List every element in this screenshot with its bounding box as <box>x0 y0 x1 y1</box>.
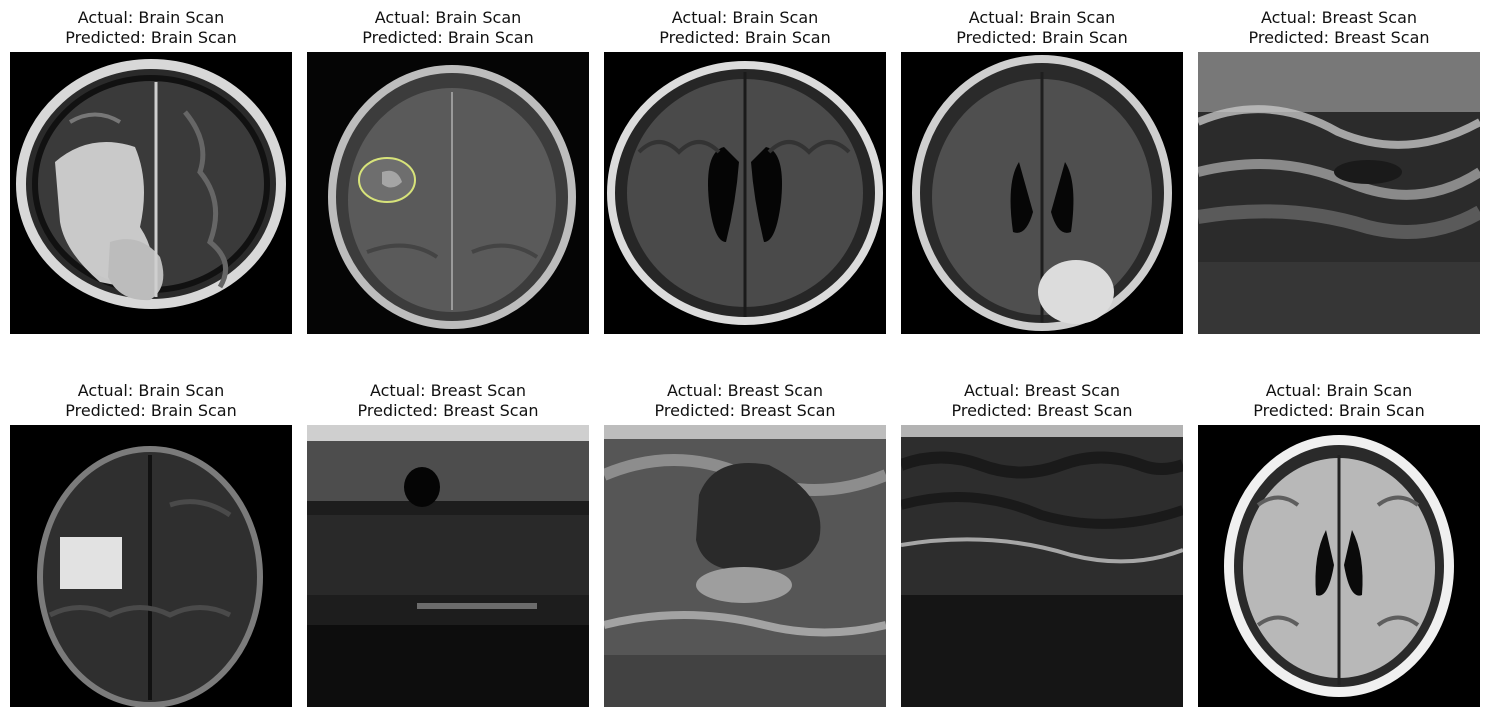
predicted-label: Predicted: Breast Scan <box>1248 28 1430 47</box>
panel-9: Actual: Breast Scan Predicted: Breast Sc… <box>901 381 1183 707</box>
panel-title: Actual: Brain Scan Predicted: Brain Scan <box>1198 381 1480 421</box>
panel-title: Actual: Brain Scan Predicted: Brain Scan <box>604 8 886 48</box>
breast-scan-image <box>1198 52 1480 334</box>
actual-label: Actual: Brain Scan <box>1265 381 1413 400</box>
panel-6: Actual: Brain Scan Predicted: Brain Scan <box>10 381 292 707</box>
predicted-label: Predicted: Brain Scan <box>362 28 534 47</box>
panel-1: Actual: Brain Scan Predicted: Brain Scan <box>10 8 292 334</box>
predicted-label: Predicted: Brain Scan <box>65 401 237 420</box>
predicted-label: Predicted: Brain Scan <box>65 28 237 47</box>
panel-title: Actual: Breast Scan Predicted: Breast Sc… <box>901 381 1183 421</box>
breast-scan-image <box>307 425 589 707</box>
panel-4: Actual: Brain Scan Predicted: Brain Scan <box>901 8 1183 334</box>
panel-7: Actual: Breast Scan Predicted: Breast Sc… <box>307 381 589 707</box>
actual-label: Actual: Brain Scan <box>374 8 522 27</box>
actual-label: Actual: Brain Scan <box>77 381 225 400</box>
panel-title: Actual: Breast Scan Predicted: Breast Sc… <box>307 381 589 421</box>
predicted-label: Predicted: Brain Scan <box>1253 401 1425 420</box>
brain-scan-image <box>1198 425 1480 707</box>
actual-label: Actual: Breast Scan <box>963 381 1121 400</box>
panel-8: Actual: Breast Scan Predicted: Breast Sc… <box>604 381 886 707</box>
breast-scan-image <box>901 425 1183 707</box>
panel-5: Actual: Breast Scan Predicted: Breast Sc… <box>1198 8 1480 334</box>
panel-title: Actual: Brain Scan Predicted: Brain Scan <box>901 8 1183 48</box>
brain-scan-image <box>604 52 886 334</box>
predicted-label: Predicted: Breast Scan <box>654 401 836 420</box>
predicted-label: Predicted: Breast Scan <box>951 401 1133 420</box>
actual-label: Actual: Breast Scan <box>369 381 527 400</box>
brain-scan-image <box>10 52 292 334</box>
panel-title: Actual: Breast Scan Predicted: Breast Sc… <box>604 381 886 421</box>
panel-2: Actual: Brain Scan Predicted: Brain Scan <box>307 8 589 334</box>
panel-title: Actual: Brain Scan Predicted: Brain Scan <box>10 8 292 48</box>
brain-scan-image <box>10 425 292 707</box>
predicted-label: Predicted: Breast Scan <box>357 401 539 420</box>
brain-scan-image <box>901 52 1183 334</box>
actual-label: Actual: Brain Scan <box>77 8 225 27</box>
actual-label: Actual: Brain Scan <box>968 8 1116 27</box>
panel-title: Actual: Breast Scan Predicted: Breast Sc… <box>1198 8 1480 48</box>
panel-10: Actual: Brain Scan Predicted: Brain Scan <box>1198 381 1480 707</box>
breast-scan-image <box>604 425 886 707</box>
panel-title: Actual: Brain Scan Predicted: Brain Scan <box>307 8 589 48</box>
actual-label: Actual: Breast Scan <box>1260 8 1418 27</box>
actual-label: Actual: Breast Scan <box>666 381 824 400</box>
brain-scan-image <box>307 52 589 334</box>
predicted-label: Predicted: Brain Scan <box>659 28 831 47</box>
panel-title: Actual: Brain Scan Predicted: Brain Scan <box>10 381 292 421</box>
predicted-label: Predicted: Brain Scan <box>956 28 1128 47</box>
actual-label: Actual: Brain Scan <box>671 8 819 27</box>
panel-3: Actual: Brain Scan Predicted: Brain Scan <box>604 8 886 334</box>
